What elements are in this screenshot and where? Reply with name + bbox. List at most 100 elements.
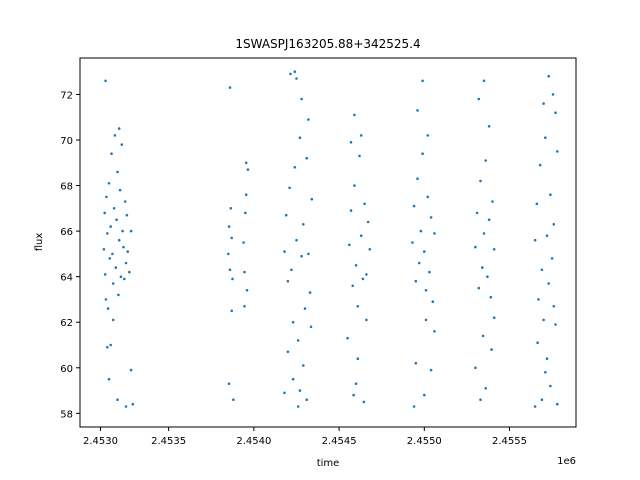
data-point [545,234,549,237]
data-point [412,405,416,408]
data-point [474,245,477,249]
data-point [552,305,556,308]
data-point [533,405,537,408]
data-point [423,250,426,253]
data-point [549,384,552,388]
data-point [481,266,484,269]
data-point [535,202,539,206]
data-point [346,336,349,340]
data-point [227,382,231,386]
data-point [131,402,135,406]
data-point [293,166,297,169]
data-point [426,134,430,137]
data-point [550,257,554,260]
data-point [545,357,549,361]
y-axis: 58 60 62 64 66 68 70 72 [60,90,80,420]
data-point [126,250,129,253]
data-point [228,268,232,272]
x-tick-label: 2.4530 [83,436,118,447]
data-point [104,79,107,83]
data-point [286,279,290,283]
data-point [286,350,290,354]
data-point [305,156,309,160]
data-point [283,250,286,253]
data-point [411,241,414,244]
data-point [540,268,544,272]
data-point [433,330,436,333]
data-point [354,264,358,267]
data-point [482,232,486,235]
data-point [230,236,233,240]
data-point [117,127,121,130]
data-point [537,298,540,301]
data-point [106,307,110,310]
scatter-points [102,70,559,408]
data-point [416,177,419,180]
x-tick-label: 2.4535 [151,436,186,447]
data-point [293,70,297,73]
data-point [125,213,129,217]
data-point [245,289,249,292]
y-tick-label: 58 [60,409,73,420]
data-point [283,391,286,395]
data-point [106,232,109,235]
data-point [414,279,418,283]
data-point [429,368,433,372]
data-point [102,248,106,251]
data-point [492,248,496,251]
data-point [475,211,479,215]
x-tick-label: 2.4545 [322,436,357,447]
data-point [114,266,118,269]
data-point [365,273,368,276]
data-point [231,277,234,281]
y-tick-label: 68 [60,182,73,193]
data-point [428,270,431,274]
data-point [124,405,128,408]
data-point [542,318,545,322]
data-point [105,195,108,199]
data-point [486,275,489,279]
data-point [359,234,363,237]
data-point [109,225,112,228]
data-point [119,275,123,279]
data-point [244,161,248,165]
data-point [290,268,293,272]
data-point [123,277,126,281]
data-point [227,252,230,256]
data-point [414,361,418,365]
data-point [296,339,300,342]
data-point [228,86,232,89]
data-point [298,136,302,139]
data-point [305,398,309,402]
data-point [348,243,351,247]
data-point [296,405,300,408]
plot-frame [79,57,577,428]
data-point [122,245,125,249]
data-point [106,346,109,349]
data-point [412,204,416,208]
data-point [544,136,547,139]
data-point [227,225,231,228]
data-point [129,368,133,372]
x-tick-label: 2.4555 [492,436,527,447]
data-point [349,209,353,212]
data-point [244,193,248,196]
data-point [426,195,430,199]
data-point [232,398,235,402]
data-point [554,323,557,326]
data-point [538,163,542,167]
data-point [120,143,124,146]
data-point [424,289,428,292]
data-point [112,207,116,210]
data-point [356,357,360,361]
data-point [481,334,485,338]
data-point [353,113,356,117]
data-point [365,318,368,322]
data-point [479,179,482,183]
data-point [544,371,547,374]
data-point [551,93,555,96]
data-point [309,325,313,329]
data-point [354,382,358,386]
data-point [300,254,303,258]
data-point [111,282,115,285]
